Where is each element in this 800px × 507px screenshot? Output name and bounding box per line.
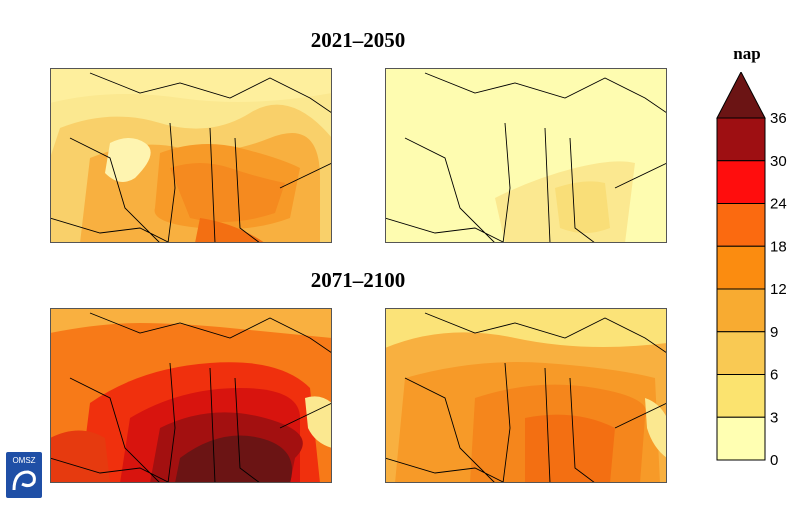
map-2071-2100-left — [50, 308, 332, 483]
legend-tick-label: 3 — [770, 409, 778, 426]
map-2021-2050-left — [50, 68, 332, 243]
legend-overflow-triangle — [716, 72, 766, 119]
legend-color-box — [716, 288, 766, 333]
legend-color-box — [716, 416, 766, 461]
legend-tick-label: 24 — [770, 196, 787, 213]
legend-color-box — [716, 203, 766, 247]
map-2071-2100-right — [385, 308, 667, 483]
legend-color-box — [716, 117, 766, 162]
legend-tick-label: 12 — [770, 281, 787, 298]
svg-text:OMSZ: OMSZ — [12, 456, 35, 465]
period-title-2071-2100: 2071–2100 — [310, 268, 406, 292]
period-title-2021-2050: 2021–2050 — [310, 28, 406, 52]
map-2021-2050-right — [385, 68, 667, 243]
legend-color-box — [716, 160, 766, 204]
legend-tick-label: 36 — [770, 110, 787, 127]
legend-tick-label: 0 — [770, 452, 778, 467]
legend-tick-label: 30 — [770, 153, 787, 170]
legend-color-box — [716, 245, 766, 290]
omsz-logo: OMSZ — [6, 452, 42, 498]
legend-color-box — [716, 374, 766, 418]
legend-tick-label: 6 — [770, 367, 778, 384]
legend-unit-label: nap — [733, 44, 761, 63]
legend-tick-label: 18 — [770, 238, 787, 255]
legend-color-box — [716, 331, 766, 375]
legend-tick-label: 9 — [770, 324, 778, 341]
